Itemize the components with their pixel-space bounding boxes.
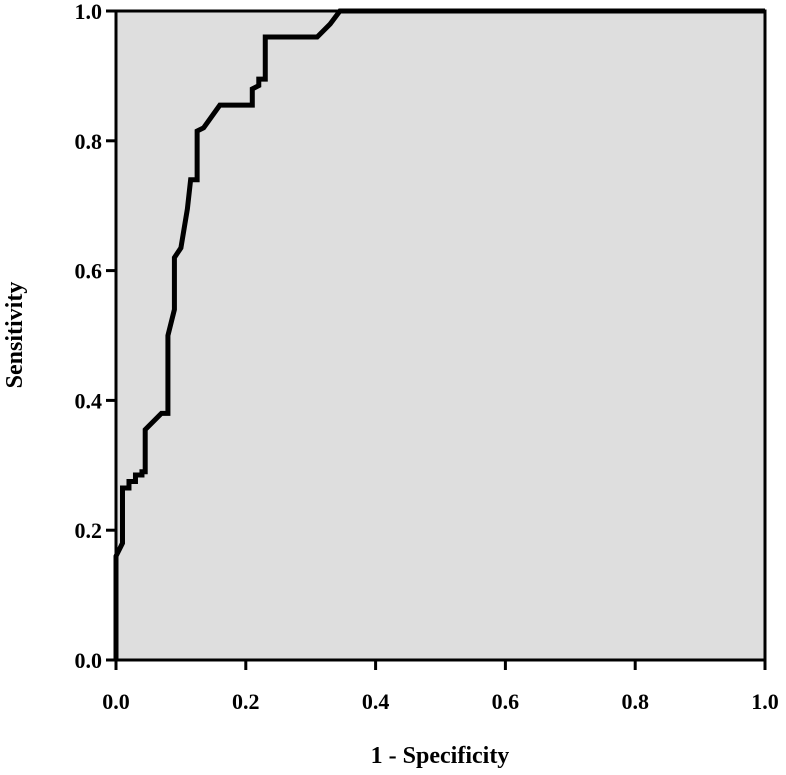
y-tick-label: 0.0: [75, 648, 103, 673]
x-tick-label: 0.4: [362, 689, 390, 714]
x-axis-title: 1 - Specificity: [371, 743, 510, 769]
y-tick-label: 0.2: [75, 518, 103, 543]
x-tick-label: 0.8: [621, 689, 649, 714]
y-tick-label: 0.8: [75, 129, 103, 154]
y-axis-title: Sensitivity: [2, 282, 28, 389]
y-tick-label: 1.0: [75, 0, 103, 24]
x-tick-label: 0.0: [102, 689, 130, 714]
x-tick-label: 0.2: [232, 689, 260, 714]
plot-frame: [114, 9, 767, 662]
y-tick-label: 0.4: [75, 388, 103, 413]
x-tick-label: 0.6: [492, 689, 520, 714]
plot-area: [116, 11, 765, 660]
axis-tick-labels: 0.0 0.2 0.4 0.6 0.8 1.0 0.0 0.2 0.4 0.6 0.8 1.0: [75, 0, 779, 714]
roc-curve-line: [113, 8, 765, 660]
x-tick-label: 1.0: [751, 689, 779, 714]
axis-ticks: [106, 9, 767, 670]
y-tick-label: 0.6: [75, 259, 103, 284]
